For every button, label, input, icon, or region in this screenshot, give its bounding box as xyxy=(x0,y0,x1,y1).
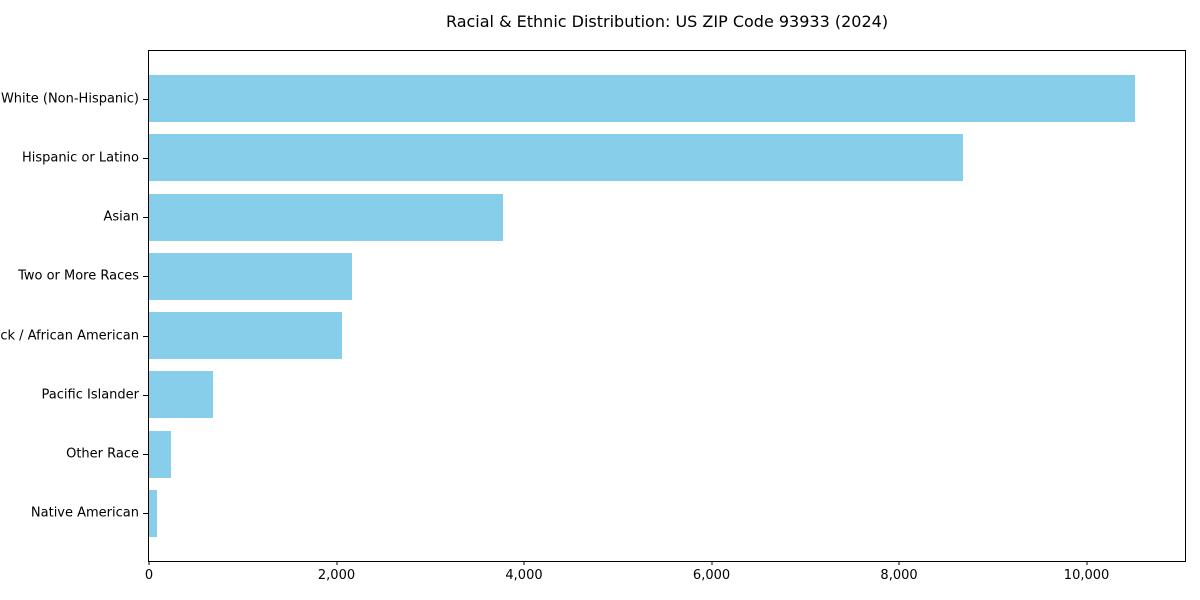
y-tick-mark xyxy=(143,394,148,396)
y-tick-mark xyxy=(143,513,148,515)
bar xyxy=(149,312,343,360)
bar-row: Hispanic or Latino xyxy=(22,128,1185,187)
y-axis-label: White (Non-Hispanic) xyxy=(0,91,139,107)
y-axis-label: Other Race xyxy=(66,446,139,462)
y-axis-label: Asian xyxy=(103,209,139,225)
bar-row: Black / African American xyxy=(0,306,1185,365)
x-tick-mark xyxy=(336,561,337,565)
x-tick-label: 0 xyxy=(144,568,154,583)
bar-row: White (Non-Hispanic) xyxy=(1,69,1185,128)
x-tick-label: 2,000 xyxy=(317,568,356,583)
y-tick-mark xyxy=(143,335,148,337)
plot-area: White (Non-Hispanic) Hispanic or Latino As… xyxy=(0,50,1186,583)
x-tick-label: 10,000 xyxy=(1063,568,1110,583)
bars-container: White (Non-Hispanic) Hispanic or Latino As… xyxy=(0,51,1185,561)
bar xyxy=(149,193,504,241)
x-axis: 0 2,000 4,000 6,000 8,000 10,000 xyxy=(145,561,1185,591)
bar xyxy=(149,430,171,478)
y-tick-mark xyxy=(143,276,148,278)
bar-row: Two or More Races xyxy=(18,247,1185,306)
x-tick-mark xyxy=(148,561,150,565)
y-axis-label: Native American xyxy=(30,505,139,521)
bar xyxy=(149,75,1136,123)
y-axis-label: Pacific Islander xyxy=(41,387,139,403)
y-axis-label: Hispanic or Latino xyxy=(21,150,139,166)
bar xyxy=(149,371,213,419)
x-tick-mark xyxy=(898,561,900,565)
y-tick-mark xyxy=(143,98,148,100)
x-tick-mark xyxy=(711,561,713,565)
x-tick-label: 4,000 xyxy=(505,568,543,583)
bar xyxy=(149,134,963,182)
x-tick-mark xyxy=(523,561,525,565)
y-axis-label: Two or More Races xyxy=(18,268,139,284)
bar xyxy=(149,252,353,300)
chart-title: Racial & Ethnic Distribution: US ZIP Cod… xyxy=(445,12,889,31)
bar-row: Asian xyxy=(104,188,1185,247)
x-tick-label: 8,000 xyxy=(880,568,918,583)
bar-row: Pacific Islander xyxy=(42,365,1185,424)
y-axis-label: Black / African American xyxy=(0,328,139,344)
bar-row: Native American xyxy=(31,484,1185,543)
y-tick-mark xyxy=(143,454,148,456)
x-tick-mark xyxy=(1086,561,1088,565)
x-tick-label: 6,000 xyxy=(692,568,731,583)
bar-row: Other Race xyxy=(66,425,1185,484)
y-tick-mark xyxy=(143,217,148,219)
bar xyxy=(149,489,158,537)
y-tick-mark xyxy=(143,157,148,159)
